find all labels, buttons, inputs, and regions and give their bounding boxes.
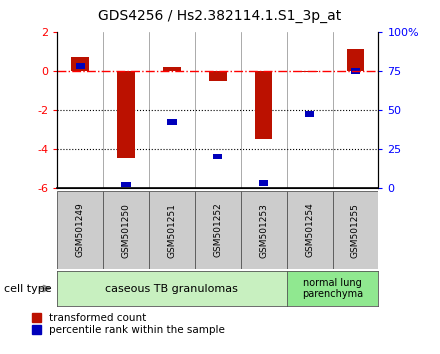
Bar [333, 191, 378, 269]
Bar [121, 182, 131, 187]
Bar [259, 180, 268, 186]
Text: GSM501251: GSM501251 [167, 202, 176, 258]
Bar [76, 63, 85, 69]
Bar [301, 71, 318, 72]
Bar [286, 191, 333, 269]
Text: GSM501250: GSM501250 [121, 202, 131, 258]
Bar [71, 57, 89, 71]
Text: GSM501252: GSM501252 [213, 203, 222, 257]
Bar [103, 191, 149, 269]
Text: GSM501255: GSM501255 [351, 202, 360, 258]
Bar [117, 71, 135, 159]
Bar [305, 112, 314, 117]
Text: caseous TB granulomas: caseous TB granulomas [106, 284, 238, 293]
Bar [213, 154, 222, 159]
Bar [351, 68, 360, 74]
Bar [347, 50, 364, 71]
Text: GSM501254: GSM501254 [305, 203, 314, 257]
Bar [241, 191, 286, 269]
Text: GDS4256 / Hs2.382114.1.S1_3p_at: GDS4256 / Hs2.382114.1.S1_3p_at [99, 9, 341, 23]
Text: GSM501253: GSM501253 [259, 202, 268, 258]
Text: cell type: cell type [4, 284, 52, 293]
Bar [209, 71, 227, 81]
Bar [195, 191, 241, 269]
Text: GSM501249: GSM501249 [76, 203, 84, 257]
Bar [167, 119, 176, 125]
Bar [255, 71, 272, 139]
Text: normal lung
parenchyma: normal lung parenchyma [302, 278, 363, 299]
Bar [149, 191, 195, 269]
Legend: transformed count, percentile rank within the sample: transformed count, percentile rank withi… [32, 313, 225, 335]
Bar [163, 67, 181, 71]
Bar [57, 191, 103, 269]
